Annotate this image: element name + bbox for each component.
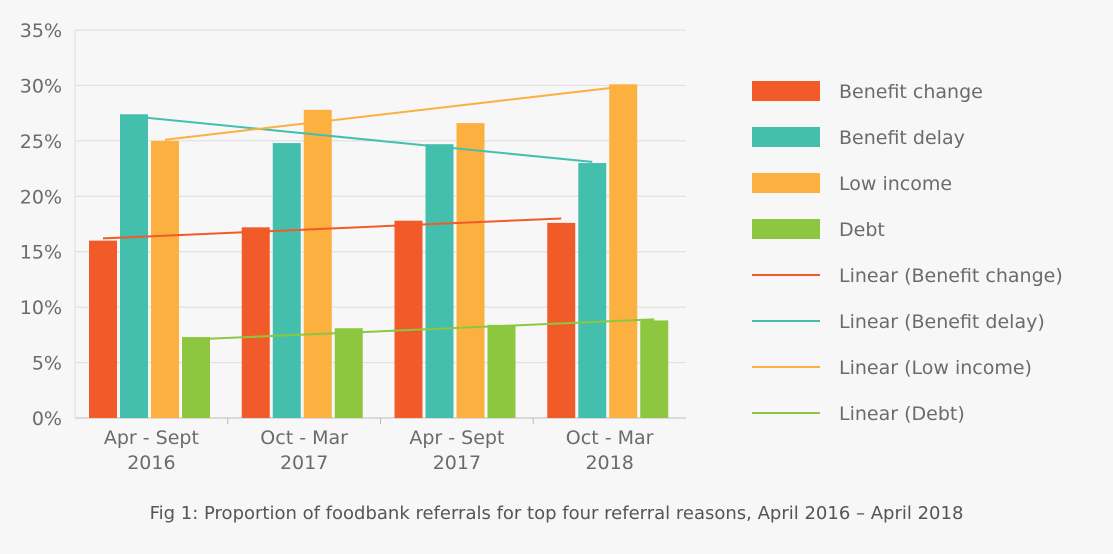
trendline-linear-benefit-delay (133, 115, 593, 163)
x-tick-label: 2018 (585, 452, 633, 474)
legend-swatch (752, 127, 820, 147)
x-tick-label: 2017 (280, 452, 328, 474)
y-tick-label: 20% (20, 186, 62, 208)
legend-swatch (752, 173, 820, 193)
x-tick-label: Oct - Mar (566, 427, 654, 449)
trendline-linear-low-income (164, 85, 624, 141)
legend-label: Debt (839, 219, 885, 241)
bar-debt (334, 328, 363, 418)
bar-low-income (151, 140, 179, 418)
x-tick-label: 2017 (433, 452, 481, 474)
legend-label: Linear (Low income) (839, 357, 1032, 379)
bar-low-income (303, 109, 332, 419)
bar-debt (182, 337, 210, 418)
y-tick-label: 25% (20, 131, 62, 153)
x-axis: Apr - Sept 2016 Oct - Mar 2017 Apr - Sept 201… (104, 418, 654, 474)
y-tick-label: 10% (20, 297, 62, 319)
bar-benefit-delay (120, 114, 148, 418)
y-tick-label: 0% (32, 408, 62, 430)
bar-debt (487, 324, 516, 418)
bar-benefit-delay (272, 143, 301, 418)
legend: Benefit change Benefit delay Low income Deb… (752, 81, 1063, 425)
x-tick-label: Apr - Sept (104, 427, 199, 449)
trendline-linear-debt (195, 318, 655, 341)
bar-benefit-delay (578, 163, 607, 418)
y-axis-ticks: 0% 5% 10% 15% 20% 25% 30% 35% (20, 20, 62, 430)
trendlines (102, 85, 655, 341)
y-tick-label: 35% (20, 20, 62, 42)
bar-benefit-change (394, 220, 423, 418)
bars (89, 84, 669, 419)
chart-caption: Fig 1: Proportion of foodbank referrals … (149, 503, 964, 524)
bar-benefit-change (547, 222, 576, 418)
bar-debt (640, 320, 669, 418)
x-tick-label: Oct - Mar (260, 427, 348, 449)
legend-label: Linear (Benefit delay) (839, 311, 1045, 333)
y-tick-label: 30% (20, 75, 62, 97)
bar-benefit-change (241, 227, 270, 418)
x-tick-label: 2016 (127, 452, 175, 474)
bar-low-income (609, 84, 638, 418)
y-tick-label: 15% (20, 242, 62, 264)
x-tick-label: Apr - Sept (409, 427, 504, 449)
bar-low-income (456, 123, 485, 419)
bar-benefit-change (89, 240, 117, 418)
legend-swatch (752, 81, 820, 101)
y-tick-label: 5% (32, 353, 62, 375)
trendline-linear-benefit-change (102, 217, 562, 240)
bar-benefit-delay (425, 144, 454, 418)
legend-label: Linear (Debt) (839, 403, 965, 425)
legend-swatch (752, 219, 820, 239)
legend-label: Low income (839, 173, 952, 195)
legend-label: Benefit change (839, 81, 983, 103)
legend-label: Linear (Benefit change) (839, 265, 1063, 287)
legend-label: Benefit delay (839, 127, 965, 149)
